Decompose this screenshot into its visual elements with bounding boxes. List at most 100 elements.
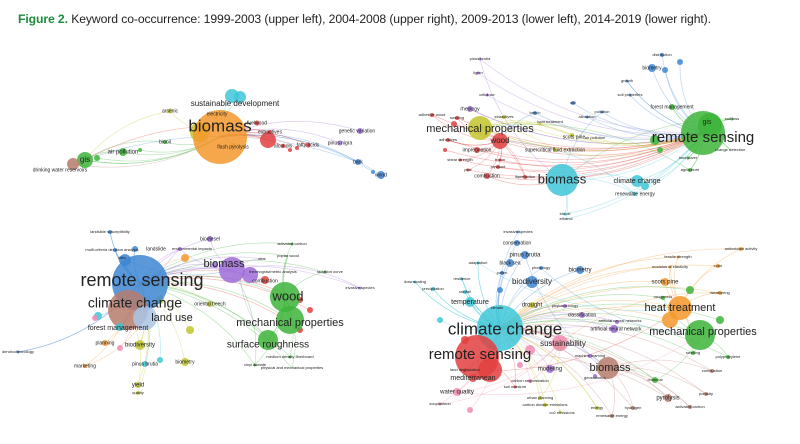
node-label: conservation <box>503 240 532 246</box>
network-node <box>181 358 189 366</box>
network-node <box>451 121 457 127</box>
network-edge <box>84 140 166 161</box>
node-label: forest management <box>88 325 148 332</box>
network-node <box>83 364 87 368</box>
node-label: air pollution <box>585 135 605 140</box>
node-label: lactation curve <box>317 269 344 274</box>
node-label: impregnation <box>463 147 492 153</box>
network-node <box>513 385 517 389</box>
node-label: scots pine <box>563 134 586 140</box>
network-node <box>650 135 660 145</box>
node-label: pollen <box>497 270 508 275</box>
node-label: carbon dioxide emissions <box>523 402 568 407</box>
network-node <box>521 251 529 259</box>
network-edge <box>84 110 171 161</box>
network-node <box>225 89 239 103</box>
network-edge <box>499 312 701 336</box>
network-node <box>543 403 547 407</box>
network-edge <box>467 132 704 177</box>
network-node <box>628 93 632 97</box>
network-node <box>558 410 562 414</box>
network-edge <box>444 132 704 166</box>
node-label: arsenic <box>162 108 179 114</box>
network-edge <box>84 126 271 161</box>
network-node <box>116 323 124 331</box>
node-label: biodiversity <box>512 277 552 286</box>
node-label: soil moisture <box>504 384 527 389</box>
network-node <box>270 282 300 312</box>
node-label: thermogravimetric analysis <box>249 269 297 274</box>
network-node <box>92 315 98 321</box>
node-label: rainfall <box>459 289 471 294</box>
node-label: environmental impacts <box>172 246 212 251</box>
network-node <box>186 326 194 334</box>
network-node <box>463 290 467 294</box>
node-label: modulus of elasticity <box>652 264 688 269</box>
node-label: oriental beech <box>194 301 226 307</box>
node-label: wood <box>375 172 387 178</box>
network-node <box>371 170 375 174</box>
node-label: wood <box>489 136 509 145</box>
node-label: biomass <box>590 362 631 374</box>
network-node <box>455 335 499 379</box>
network-node <box>430 113 434 117</box>
network-node <box>600 110 604 114</box>
node-label: flash pyrolysis <box>217 144 249 150</box>
network-node <box>539 266 543 270</box>
network-node <box>686 286 694 294</box>
network-node <box>113 248 117 252</box>
network-node <box>467 407 473 413</box>
network-node <box>108 230 112 234</box>
network-node <box>716 264 720 268</box>
network-node <box>529 302 535 308</box>
node-label: machine learning <box>575 353 605 358</box>
node-label: boron <box>495 157 505 162</box>
network-node <box>467 106 473 112</box>
network-edge <box>469 108 704 145</box>
node-label: land use <box>151 312 193 324</box>
network-node <box>468 116 492 140</box>
network-node <box>119 148 127 156</box>
network-node <box>661 296 665 300</box>
network-node <box>633 192 637 196</box>
node-label: temperature <box>451 299 489 306</box>
node-label: pollution <box>595 109 610 114</box>
network-node <box>588 354 592 358</box>
node-label: co2 emissions <box>549 410 574 415</box>
node-label: zooplankton <box>429 401 451 406</box>
network-node <box>207 301 213 307</box>
node-label: resilience <box>454 276 472 281</box>
network-node <box>231 143 235 147</box>
network-node <box>497 287 503 293</box>
network-node <box>307 307 313 313</box>
node-label: supercritical fluid extraction <box>525 147 586 153</box>
network-node <box>290 242 294 246</box>
network-node <box>688 405 692 409</box>
node-label: physical and mechanical properties <box>261 365 323 370</box>
node-label: fatty acids <box>297 142 320 148</box>
network-node <box>458 158 462 162</box>
network-edge <box>499 132 704 168</box>
node-label: land cover <box>679 155 698 160</box>
node-label: extractives <box>494 114 513 119</box>
node-label: phytosociology <box>552 303 578 308</box>
network-node <box>625 79 629 83</box>
node-label: invasive species <box>345 285 374 290</box>
node-label: gis <box>80 155 90 164</box>
network-node <box>585 115 589 119</box>
network-node <box>476 71 480 75</box>
node-label: climate <box>491 305 504 310</box>
network-edge <box>479 127 704 151</box>
node-label: biometry <box>642 65 662 71</box>
node-label: porosity <box>699 391 713 396</box>
node-label: tensile strength <box>664 254 691 259</box>
network-node <box>305 142 311 148</box>
network-node <box>466 168 470 172</box>
node-label: invasive species <box>503 229 532 234</box>
network-node <box>135 340 145 350</box>
network-node <box>676 255 680 259</box>
network-node <box>157 357 163 363</box>
network-edge <box>431 114 704 150</box>
network-edge <box>499 320 694 354</box>
network-node <box>552 335 568 351</box>
